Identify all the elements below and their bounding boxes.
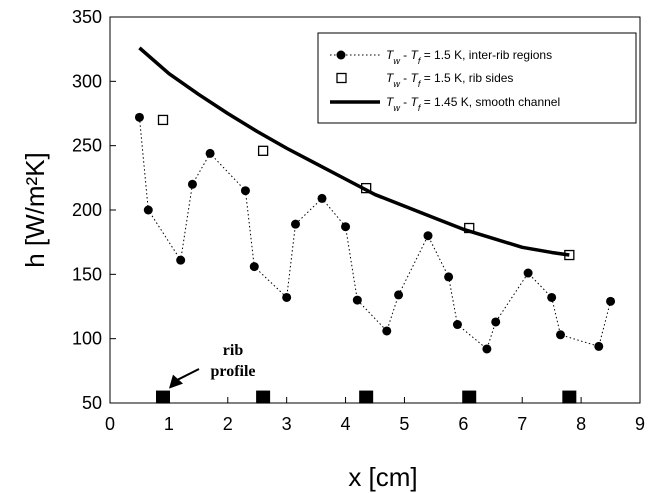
y-tick-label: 150: [72, 264, 102, 284]
legend-label-part: T: [411, 48, 420, 62]
inter-rib-point: [134, 112, 144, 122]
x-tick-label: 5: [399, 414, 409, 434]
legend-label-part: T: [386, 95, 395, 109]
y-tick-label: 300: [72, 71, 102, 91]
legend-label-part: -: [400, 48, 411, 62]
inter-rib-point: [523, 268, 533, 278]
series-2: [157, 114, 575, 261]
annotation-line-2: profile: [210, 363, 255, 380]
inter-rib-point: [394, 290, 404, 300]
rib-marker: [562, 390, 577, 404]
inter-rib-point: [491, 317, 501, 327]
legend-label: Tw - Tf = 1.45 K, smooth channel: [386, 95, 560, 113]
legend-label-part: w: [393, 56, 400, 66]
inter-rib-point: [556, 330, 565, 340]
inter-rib-point: [594, 341, 604, 351]
inter-rib-point: [291, 219, 300, 229]
inter-rib-point: [317, 193, 327, 203]
series-1: [134, 112, 616, 354]
y-tick-label: 250: [72, 136, 102, 156]
legend-label-part: -: [400, 95, 411, 109]
y-tick-label: 350: [72, 7, 102, 27]
legend-label-part: T: [411, 71, 420, 85]
legend-label-part: = 1.5 K, inter-rib regions: [420, 48, 552, 62]
x-tick-label: 4: [341, 414, 351, 434]
legend-label: Tw - Tf = 1.5 K, inter-rib regions: [386, 48, 552, 66]
legend-label: Tw - Tf = 1.5 K, rib sides: [386, 71, 513, 89]
legend-label-part: w: [393, 79, 400, 89]
inter-rib-point: [482, 344, 492, 354]
rib-side-point: [257, 145, 269, 156]
x-tick-label: 9: [635, 414, 645, 434]
x-axis: 0 1 2 3 4 5 6 7 8 9: [105, 397, 645, 434]
legend-label-part: w: [393, 103, 400, 113]
inter-rib-point: [352, 295, 362, 305]
y-tick-label: 200: [72, 200, 102, 220]
rib-marker: [462, 390, 477, 404]
y-axis-title: h [W/m²K]: [20, 152, 50, 268]
x-tick-label: 3: [282, 414, 292, 434]
series-3: [138, 46, 570, 257]
legend-label-part: -: [400, 71, 411, 85]
legend-label-part: = 1.45 K, smooth channel: [420, 95, 560, 109]
y-axis: 50 100 150 200 250 300 350: [72, 7, 116, 413]
inter-rib-point: [143, 205, 153, 215]
inter-rib-point: [249, 262, 259, 272]
legend-label-part: T: [411, 95, 420, 109]
y-tick-label: 50: [82, 393, 102, 413]
rib-profile-annotation: rib profile: [169, 342, 256, 389]
inter-rib-point: [423, 231, 433, 241]
x-axis-title: x [cm]: [348, 462, 417, 492]
x-tick-label: 1: [164, 414, 174, 434]
annotation-arrow-shaft: [177, 368, 200, 381]
inter-rib-point: [341, 222, 351, 232]
smooth-channel-line: [138, 46, 570, 257]
x-tick-label: 8: [576, 414, 586, 434]
inter-rib-point: [444, 272, 454, 282]
annotation-arrow: [169, 368, 200, 389]
annotation-line-1: rib: [223, 342, 244, 359]
inter-rib-point: [176, 255, 186, 265]
inter-rib-point: [382, 326, 392, 336]
inter-rib-point: [282, 292, 292, 302]
legend-label-part: T: [386, 71, 395, 85]
inter-rib-point: [547, 292, 557, 302]
inter-rib-point: [187, 179, 197, 189]
inter-rib-point: [240, 186, 250, 196]
rib-marker: [359, 390, 374, 404]
x-tick-label: 6: [458, 414, 468, 434]
legend-circle-marker: [336, 50, 346, 60]
inter-rib-point: [452, 320, 462, 330]
legend-label-part: = 1.5 K, rib sides: [420, 71, 513, 85]
x-tick-label: 0: [105, 414, 115, 434]
inter-rib-point: [606, 296, 616, 306]
y-tick-label: 100: [72, 329, 102, 349]
legend-box: [317, 32, 637, 124]
inter-rib-point: [205, 148, 215, 158]
legend-label-part: T: [386, 48, 395, 62]
x-tick-label: 7: [517, 414, 527, 434]
rib-profile-markers: [156, 390, 577, 404]
legend-square-marker: [336, 72, 347, 84]
rib-marker: [156, 390, 170, 404]
legend-label-part: f: [418, 79, 422, 89]
annotation-arrow-head: [169, 374, 183, 389]
rib-marker: [256, 390, 271, 404]
series-layer: [134, 46, 616, 354]
legend-label-part: f: [418, 56, 422, 66]
x-tick-label: 2: [223, 414, 233, 434]
legend-label-part: f: [418, 103, 422, 113]
inter-rib-dotted-line: [138, 117, 612, 350]
rib-side-point: [157, 114, 169, 126]
